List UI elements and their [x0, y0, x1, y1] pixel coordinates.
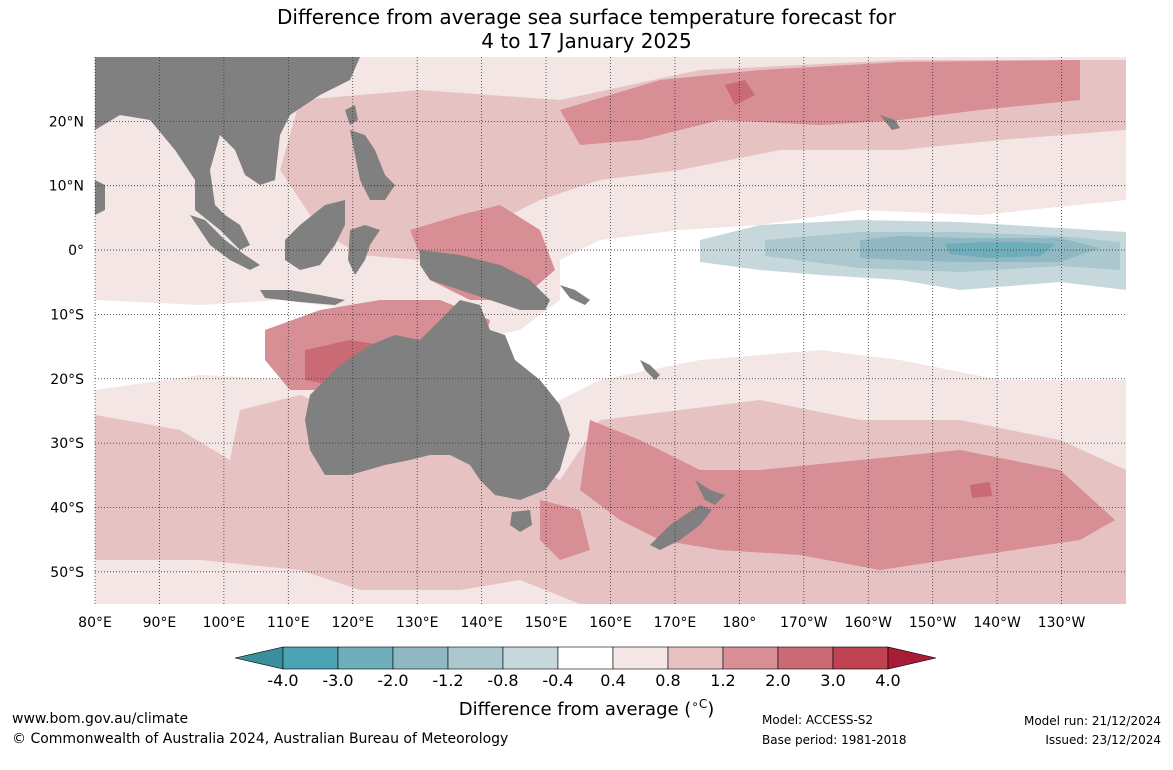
warm-region-dark-southeast [540, 500, 590, 560]
land-sulawesi [348, 225, 380, 275]
colorbar-label-suffix: ) [707, 699, 715, 720]
colorbar-label-prefix: Difference from average ( [458, 699, 692, 720]
latitude-label: 20°N [49, 114, 84, 130]
latitude-label: 20°S [50, 372, 84, 388]
colorbar-tick-label: 2.0 [765, 671, 790, 690]
colorbar-tick-label: 3.0 [820, 671, 845, 690]
warm-region-strong-spot-2 [970, 482, 992, 498]
longitude-label: 100°E [203, 615, 246, 631]
colorbar-tick-label: -0.4 [542, 671, 573, 690]
latitude-label: 10°S [50, 307, 84, 323]
gridlines [94, 57, 1126, 604]
colorbar-extend-high [887, 646, 937, 670]
longitude-label: 160°W [844, 615, 892, 631]
colorbar-swatch [722, 646, 779, 670]
footer-model-run: Model run: 21/12/2024 [1023, 714, 1161, 728]
land-tasmania [510, 510, 532, 532]
land-asia-mainland [95, 57, 360, 250]
colorbar-tick-label: -0.8 [487, 671, 518, 690]
land-new-zealand-north [695, 480, 725, 505]
land-masses [95, 57, 900, 550]
colorbar-swatches [234, 646, 937, 670]
colorbar: -4.0 -3.0 -2.0 -1.2 -0.8 -0.4 0.4 0.8 1.2 2.0 3.0 4… [234, 646, 937, 690]
colorbar-label-degree: ∘C [691, 697, 708, 711]
land-new-guinea [420, 250, 550, 310]
longitude-label: 150°W [909, 615, 957, 631]
colorbar-tick-label: 0.4 [600, 671, 625, 690]
colorbar-swatch [667, 646, 724, 670]
longitude-label: 90°E [143, 615, 177, 631]
chart-title: Difference from average sea surface temp… [0, 5, 1173, 53]
longitude-label: 160°E [589, 615, 632, 631]
colorbar-tick-label: -2.0 [377, 671, 408, 690]
longitude-label: 130°W [1038, 615, 1086, 631]
longitude-label: 170°W [780, 615, 828, 631]
colorbar-swatch [337, 646, 394, 670]
longitude-label: 120°E [331, 615, 374, 631]
land-australia [305, 300, 570, 500]
colorbar-tick-label: 0.8 [655, 671, 680, 690]
latitude-label: 30°S [50, 436, 84, 452]
title-line-1: Difference from average sea surface temp… [276, 5, 896, 29]
land-new-zealand-south [650, 505, 712, 550]
sst-anomaly-map: 80°E 90°E 100°E 110°E 120°E 130°E 140°E 150°E 16… [49, 57, 1126, 631]
colorbar-swatch [777, 646, 834, 670]
colorbar-swatch [557, 646, 614, 670]
colorbar-tick-label: -4.0 [267, 671, 298, 690]
colorbar-tick-labels: -4.0 -3.0 -2.0 -1.2 -0.8 -0.4 0.4 0.8 1.2 2.0 3.0 4… [267, 671, 900, 690]
land-borneo [285, 200, 345, 270]
land-sumatra [190, 215, 260, 270]
longitude-label: 150°E [525, 615, 568, 631]
colorbar-swatch [282, 646, 339, 670]
land-solomon-islands [560, 285, 590, 305]
land-taiwan [345, 105, 358, 125]
title-line-2: 4 to 17 January 2025 [481, 29, 692, 53]
footer-copyright: © Commonwealth of Australia 2024, Austra… [12, 731, 509, 747]
longitude-label: 140°W [973, 615, 1021, 631]
longitude-label: 170°E [654, 615, 697, 631]
longitude-labels: 80°E 90°E 100°E 110°E 120°E 130°E 140°E 150°E 16… [78, 615, 1085, 631]
land-java [260, 290, 345, 305]
longitude-label: 140°E [460, 615, 503, 631]
colorbar-label: Difference from average (∘C) [0, 697, 1173, 720]
warm-region-strong-spot [725, 80, 755, 105]
colorbar-swatch [502, 646, 559, 670]
latitude-labels: 20°N 10°N 0° 10°S 20°S 30°S 40°S 50°S [49, 114, 84, 580]
land-new-caledonia [640, 360, 660, 380]
latitude-label: 50°S [50, 565, 84, 581]
warm-region-dark-tasman [580, 420, 1115, 570]
latitude-label: 10°N [49, 179, 84, 195]
longitude-label: 180° [723, 615, 757, 631]
longitude-label: 110°E [267, 615, 310, 631]
longitude-label: 80°E [78, 615, 112, 631]
colorbar-swatch [832, 646, 889, 670]
colorbar-tick-label: -3.0 [322, 671, 353, 690]
colorbar-tick-label: 1.2 [710, 671, 735, 690]
colorbar-extend-low [234, 646, 284, 670]
colorbar-tick-label: 4.0 [875, 671, 900, 690]
colorbar-swatch [447, 646, 504, 670]
warm-region-dark-north [560, 60, 1080, 145]
colorbar-tick-label: -1.2 [432, 671, 463, 690]
land-philippines [350, 130, 395, 200]
footer-model: Model: ACCESS-S2 [762, 713, 874, 727]
land-india-tip [95, 180, 105, 215]
land-hawaii [880, 115, 900, 130]
longitude-label: 130°E [396, 615, 439, 631]
colorbar-swatch [392, 646, 449, 670]
footer-website: www.bom.gov.au/climate [12, 711, 189, 727]
colorbar-swatch [612, 646, 669, 670]
footer-base-period: Base period: 1981-2018 [762, 733, 907, 747]
cool-region-strong [945, 242, 1055, 258]
latitude-label: 40°S [50, 500, 84, 516]
latitude-label: 0° [68, 243, 84, 259]
footer-issued: Issued: 23/12/2024 [1045, 733, 1161, 747]
